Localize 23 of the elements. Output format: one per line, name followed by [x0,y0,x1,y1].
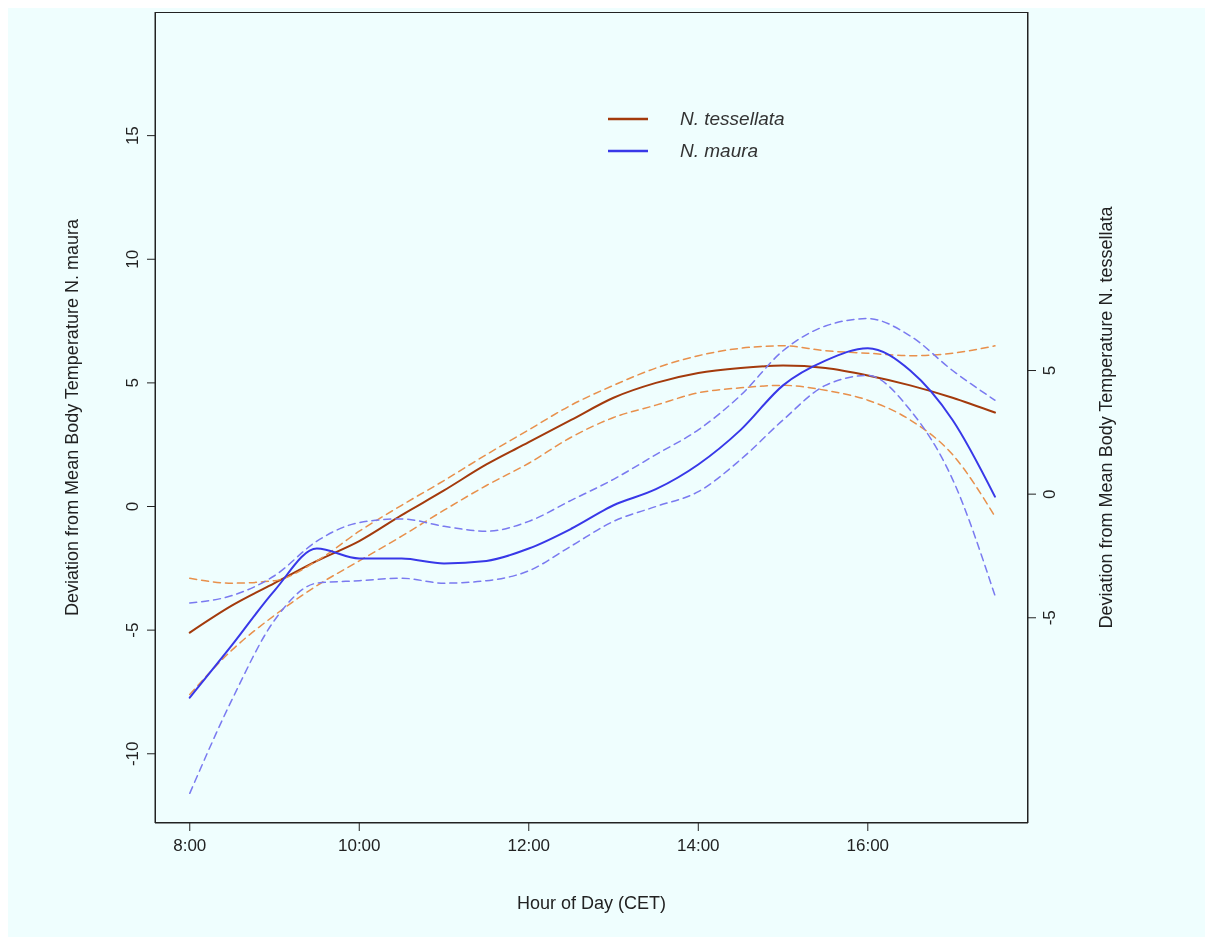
y2-tick-label: 5 [1040,365,1060,376]
y2-tick-label: 0 [1040,489,1060,499]
y-tick-label: -5 [123,622,143,638]
y-tick-label: 0 [123,501,143,512]
x-tick-label: 12:00 [507,836,551,856]
x-tick-label: 16:00 [846,836,890,856]
y-tick-label: 5 [123,378,143,388]
y-tick-label: 10 [123,249,143,269]
x-tick-label: 8:00 [173,836,207,856]
x-axis-title: Hour of Day (CET) [516,893,667,913]
x-tick-label: 14:00 [677,836,720,856]
x-tick-label: 10:00 [337,836,381,856]
y-axis-title: Deviation from Mean Body Temperature N. maura [62,218,83,616]
y-tick-label: -10 [123,741,143,767]
y2-tick-label: -5 [1040,610,1060,626]
legend-label: N. maura [680,140,759,162]
line-series [189,374,996,795]
y-tick-label: 15 [123,126,143,146]
line-series [189,317,996,604]
line-series [189,345,996,584]
line-series [188,364,996,634]
y2-axis-title: Deviation from Mean Body Temperature N. tessellata [1096,205,1117,629]
legend-label: N. tessellata [680,108,785,130]
